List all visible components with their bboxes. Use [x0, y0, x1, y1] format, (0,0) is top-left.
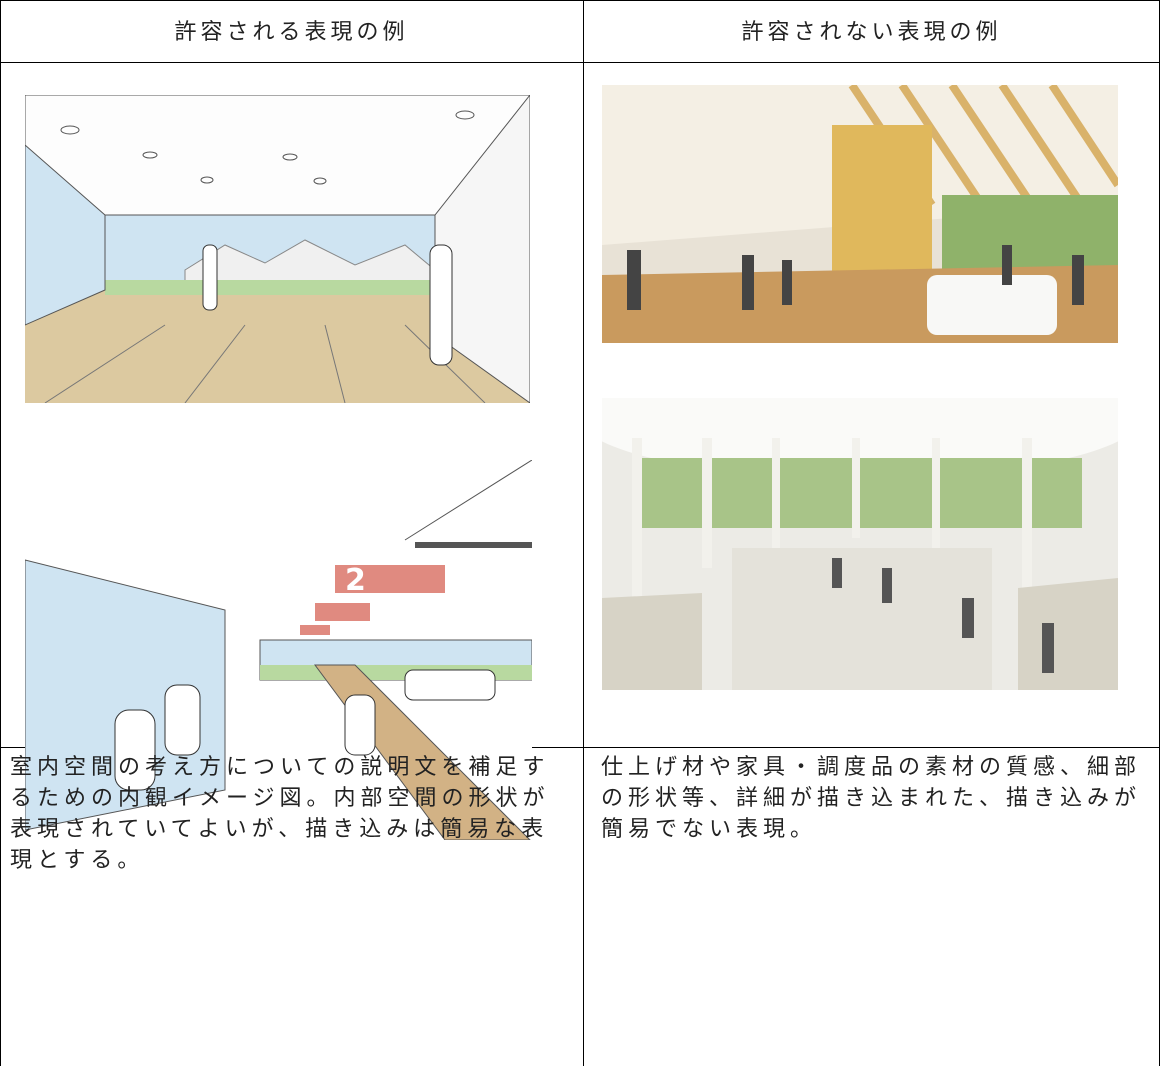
border — [0, 62, 1160, 63]
description: 室内空間の考え方についての説明文を補足するための内観イメージ図。内部空間の形状が… — [10, 755, 550, 873]
description: 仕上げ材や家具・調度品の素材の質感、細部の形状等、詳細が描き込まれた、描き込みが… — [601, 755, 1142, 842]
svg-text:2: 2 — [345, 563, 366, 598]
header-cell: 許容される表現の例 — [174, 20, 409, 45]
render-image — [602, 398, 1118, 690]
border — [0, 747, 1160, 748]
sketch-image: 2 — [25, 460, 532, 840]
border — [583, 0, 584, 1066]
render-image — [602, 85, 1118, 343]
sketch-image — [25, 95, 530, 403]
border — [0, 0, 1, 1066]
border — [0, 0, 1160, 1]
header-cell: 許容されない表現の例 — [741, 20, 1002, 45]
